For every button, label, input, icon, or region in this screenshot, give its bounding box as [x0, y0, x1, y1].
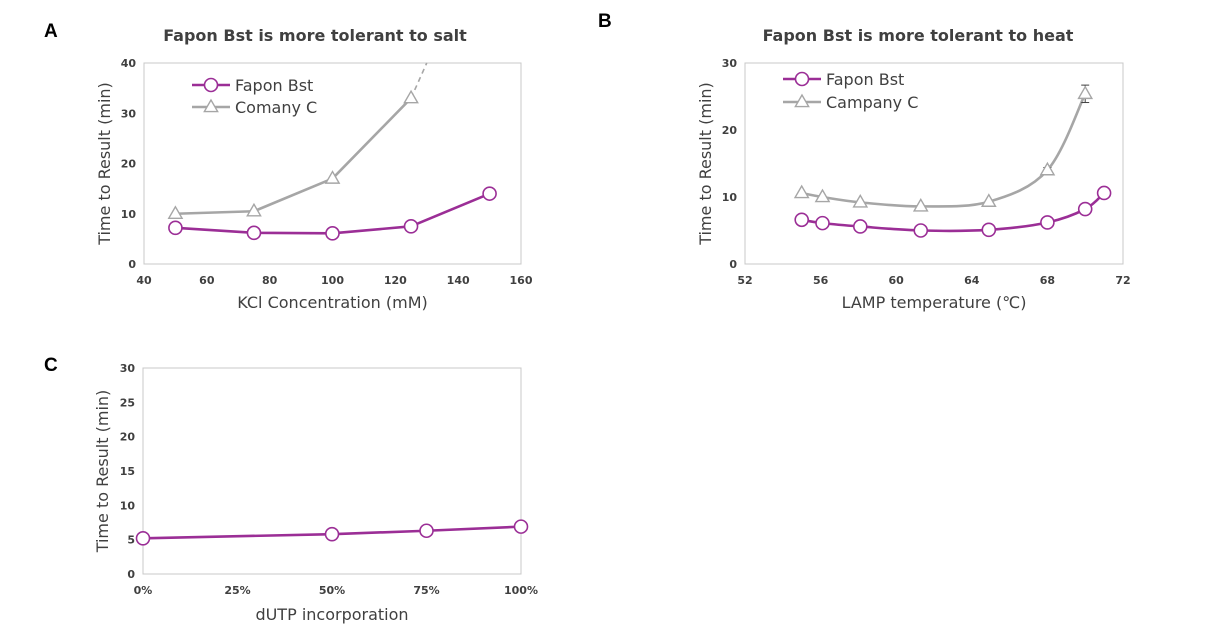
x-tick-label: 160: [510, 274, 533, 287]
legend-item-fapon-bst: Fapon Bst: [783, 70, 904, 89]
y-tick-label: 20: [121, 158, 137, 171]
data-point-campany-c: [1039, 161, 1056, 176]
data-point-campany-c: [814, 188, 831, 203]
legend-marker: [794, 71, 810, 87]
panel-a-chart: Fapon Bst is more tolerant to salt 0 10 20 3…: [95, 26, 533, 312]
data-point-fapon-bst: [419, 523, 434, 539]
data-point-fapon-bst: [325, 226, 340, 241]
data-point-fapon-bst: [981, 222, 997, 238]
x-tick-label: 120: [384, 274, 407, 287]
data-point-fapon-bst: [403, 219, 419, 234]
data-point-fapon-bst: [135, 530, 151, 546]
y-tick-label: 15: [120, 465, 135, 478]
x-tick-label: 52: [737, 274, 752, 287]
panel-b-chart: Fapon Bst is more tolerant to heat 0 10 20 3…: [696, 26, 1131, 312]
data-point-comany-c: [167, 205, 184, 220]
y-tick-label: 40: [121, 57, 137, 70]
data-point-fapon-bst: [246, 225, 262, 241]
legend-item-comany-c: Comany C: [192, 98, 317, 117]
y-tick-label: 30: [121, 107, 137, 120]
x-tick-label: 0%: [134, 584, 153, 597]
legend-marker: [794, 93, 810, 108]
plot-frame: [143, 62, 522, 265]
y-tick-label: 30: [722, 57, 738, 70]
y-tick-label: 20: [722, 124, 738, 137]
data-point-fapon-bst: [815, 215, 830, 231]
data-point-fapon-bst: [1096, 185, 1112, 201]
chart-title: Fapon Bst is more tolerant to heat: [763, 26, 1074, 45]
x-axis-label: LAMP temperature (℃): [842, 293, 1027, 312]
y-tick-label: 10: [121, 208, 137, 221]
x-tick-label: 64: [964, 274, 980, 287]
data-point-campany-c: [793, 184, 810, 199]
legend-marker: [203, 98, 219, 113]
x-tick-label: 60: [889, 274, 905, 287]
x-tick-label: 56: [813, 274, 829, 287]
legend-marker: [203, 77, 219, 93]
plot-frame: [744, 62, 1124, 265]
series-line-comany-c: [175, 97, 412, 216]
data-point-fapon-bst: [852, 219, 868, 234]
x-tick-label: 80: [262, 274, 278, 287]
data-point-fapon-bst: [482, 186, 497, 201]
series-line-fapon-bst: [143, 525, 521, 540]
legend-label: Fapon Bst: [235, 76, 313, 95]
y-tick-label: 0: [128, 258, 136, 271]
data-point-fapon-bst: [913, 223, 929, 238]
x-tick-label: 140: [447, 274, 470, 287]
data-point-campany-c: [852, 193, 869, 208]
data-point-fapon-bst: [1040, 215, 1055, 230]
x-axis-label: dUTP incorporation: [255, 605, 408, 624]
y-tick-label: 0: [729, 258, 737, 271]
series-extension-comany-c: [410, 62, 428, 99]
x-tick-label: 25%: [224, 584, 250, 597]
x-tick-label: 40: [136, 274, 152, 287]
data-point-campany-c: [980, 193, 997, 207]
x-tick-label: 100: [321, 274, 344, 287]
y-axis-label: Time to Result (min): [95, 82, 114, 246]
x-tick-label: 75%: [413, 584, 439, 597]
data-point-comany-c: [403, 89, 419, 104]
legend-label: Fapon Bst: [826, 70, 904, 89]
panel-letter: A: [44, 21, 58, 42]
legend-label: Comany C: [235, 98, 317, 117]
plot-frame: [142, 367, 522, 575]
data-point-fapon-bst: [1077, 201, 1093, 217]
data-point-fapon-bst: [794, 212, 810, 228]
legend-label: Campany C: [826, 93, 918, 112]
data-point-fapon-bst: [324, 526, 340, 542]
y-tick-label: 30: [120, 362, 136, 375]
y-axis-label: Time to Result (min): [696, 82, 715, 246]
data-point-fapon-bst: [513, 519, 529, 534]
x-tick-label: 60: [199, 274, 215, 287]
y-tick-label: 20: [120, 431, 136, 444]
x-tick-label: 50%: [319, 584, 345, 597]
data-point-fapon-bst: [168, 220, 183, 236]
legend-item-fapon-bst: Fapon Bst: [192, 76, 313, 95]
panel-letter: B: [598, 11, 612, 32]
series-line-fapon-bst: [801, 191, 1105, 233]
data-point-comany-c: [246, 202, 262, 217]
chart-title: Fapon Bst is more tolerant to salt: [163, 26, 467, 45]
y-tick-label: 10: [722, 191, 738, 204]
x-axis-label: KCl Concentration (mM): [237, 293, 427, 312]
y-tick-label: 25: [120, 396, 135, 409]
x-tick-label: 100%: [504, 584, 538, 597]
x-tick-label: 72: [1115, 274, 1130, 287]
panel-letter: C: [44, 355, 58, 376]
data-point-campany-c: [1077, 85, 1094, 100]
y-tick-label: 10: [120, 499, 136, 512]
legend-item-campany-c: Campany C: [783, 93, 918, 112]
y-tick-label: 5: [127, 534, 135, 547]
y-tick-label: 0: [127, 568, 135, 581]
data-point-campany-c: [912, 197, 929, 212]
data-point-comany-c: [324, 170, 341, 184]
y-axis-label: Time to Result (min): [93, 390, 112, 554]
panel-c-chart: 0 5 10 15 20 25 30 0% 25% 50% 75% 100% dUTP incorpor…: [93, 362, 538, 624]
x-tick-label: 68: [1040, 274, 1055, 287]
